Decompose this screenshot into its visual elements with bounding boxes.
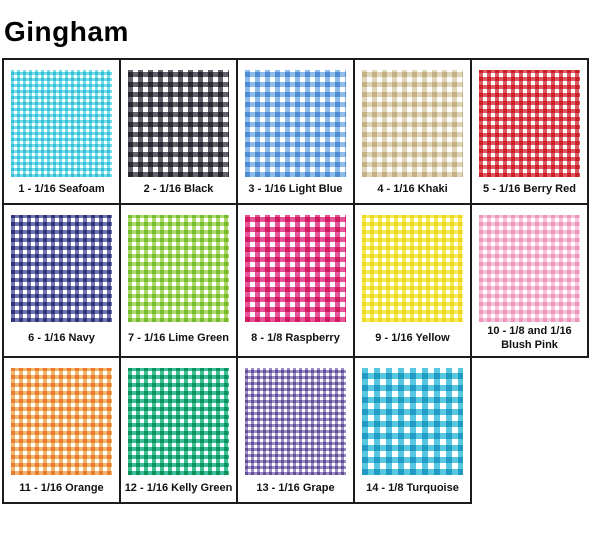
swatch-row-2: 6 - 1/16 Navy 7 - 1/16 Lime Green 8 - 1/… <box>2 203 589 358</box>
swatch-label: 12 - 1/16 Kelly Green <box>124 481 233 494</box>
gingham-fabric-swatch-image <box>479 70 580 177</box>
gingham-fabric-swatch-image <box>11 215 112 322</box>
swatch-table: 1 - 1/16 Seafoam 2 - 1/16 Black 3 - 1/16… <box>2 58 589 504</box>
swatch-label: 11 - 1/16 Orange <box>19 481 104 494</box>
swatch-cell-10: 10 - 1/8 and 1/16 Blush Pink <box>470 203 589 358</box>
swatch-cell-9: 9 - 1/16 Yellow <box>353 203 472 358</box>
gingham-fabric-swatch-image <box>245 70 346 177</box>
swatch-label: 14 - 1/8 Turquoise <box>366 481 459 494</box>
swatch-row-1: 1 - 1/16 Seafoam 2 - 1/16 Black 3 - 1/16… <box>2 58 589 205</box>
swatch-label: 8 - 1/8 Raspberry <box>251 332 340 345</box>
page-title: Gingham <box>4 16 129 47</box>
swatch-label: 3 - 1/16 Light Blue <box>248 183 343 196</box>
gingham-fabric-swatch-image <box>245 215 346 322</box>
swatch-cell-8: 8 - 1/8 Raspberry <box>236 203 355 358</box>
swatch-cell-12: 12 - 1/16 Kelly Green <box>119 356 238 504</box>
swatch-label: 13 - 1/16 Grape <box>256 481 335 494</box>
swatch-cell-14: 14 - 1/8 Turquoise <box>353 356 472 504</box>
swatch-cell-13: 13 - 1/16 Grape <box>236 356 355 504</box>
swatch-label: 6 - 1/16 Navy <box>28 332 95 345</box>
swatch-cell-4: 4 - 1/16 Khaki <box>353 58 472 205</box>
gingham-fabric-swatch-image <box>128 70 229 177</box>
swatch-cell-11: 11 - 1/16 Orange <box>2 356 121 504</box>
swatch-label: 4 - 1/16 Khaki <box>377 183 448 196</box>
swatch-cell-3: 3 - 1/16 Light Blue <box>236 58 355 205</box>
swatch-label: 2 - 1/16 Black <box>143 183 214 196</box>
gingham-fabric-swatch-image <box>128 215 229 322</box>
gingham-fabric-swatch-image <box>362 215 463 322</box>
gingham-fabric-swatch-image <box>362 70 463 177</box>
swatch-cell-5: 5 - 1/16 Berry Red <box>470 58 589 205</box>
swatch-label: 10 - 1/8 and 1/16 Blush Pink <box>487 325 572 351</box>
swatch-cell-1: 1 - 1/16 Seafoam <box>2 58 121 205</box>
gingham-fabric-swatch-image <box>479 215 580 322</box>
swatch-label: 9 - 1/16 Yellow <box>375 332 450 345</box>
swatch-cell-2: 2 - 1/16 Black <box>119 58 238 205</box>
gingham-fabric-swatch-image <box>362 368 463 475</box>
swatch-label: 5 - 1/16 Berry Red <box>483 183 576 196</box>
gingham-fabric-swatch-image <box>11 70 112 177</box>
swatch-cell-6: 6 - 1/16 Navy <box>2 203 121 358</box>
swatch-label: 1 - 1/16 Seafoam <box>18 183 105 196</box>
gingham-fabric-swatch-image <box>128 368 229 475</box>
swatch-row-3: 11 - 1/16 Orange 12 - 1/16 Kelly Green 1… <box>2 356 589 504</box>
gingham-fabric-swatch-image <box>245 368 346 475</box>
swatch-cell-7: 7 - 1/16 Lime Green <box>119 203 238 358</box>
gingham-fabric-swatch-image <box>11 368 112 475</box>
swatch-label: 7 - 1/16 Lime Green <box>128 332 229 345</box>
